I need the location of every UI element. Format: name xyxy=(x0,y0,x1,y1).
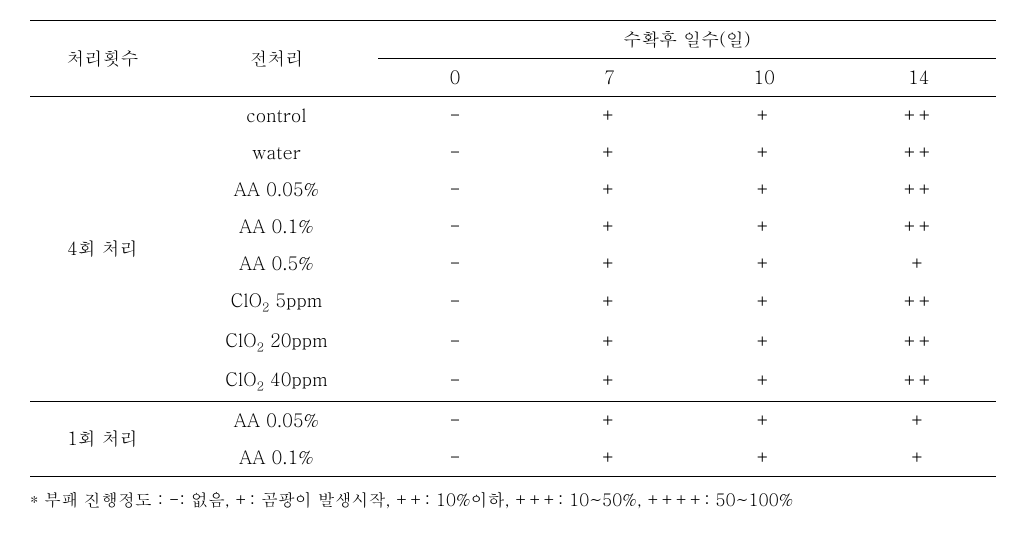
value-cell: + xyxy=(687,282,842,322)
value-cell: + xyxy=(532,134,687,171)
value-cell: + xyxy=(687,401,842,439)
value-cell: - xyxy=(378,245,533,282)
pretreatment-cell: AA 0.05% xyxy=(175,171,378,208)
header-treatment-count: 처리횟수 xyxy=(30,21,175,97)
header-day-3: 14 xyxy=(841,59,996,97)
pretreatment-cell: ClO2 40ppm xyxy=(175,361,378,401)
value-cell: + xyxy=(687,361,842,401)
value-cell: - xyxy=(378,282,533,322)
pretreatment-cell: AA 0.5% xyxy=(175,245,378,282)
pretreatment-cell: AA 0.05% xyxy=(175,401,378,439)
value-cell: ++ xyxy=(841,134,996,171)
pretreatment-cell: ClO2 20ppm xyxy=(175,322,378,362)
value-cell: + xyxy=(532,361,687,401)
value-cell: + xyxy=(532,282,687,322)
value-cell: ++ xyxy=(841,97,996,135)
value-cell: + xyxy=(687,171,842,208)
group-label: 4회 처리 xyxy=(30,97,175,402)
table-row: 4회 처리control-++++ xyxy=(30,97,996,135)
table-row: ClO2 20ppm-++++ xyxy=(30,322,996,362)
pretreatment-cell: water xyxy=(175,134,378,171)
group-label: 1회 처리 xyxy=(30,401,175,476)
value-cell: + xyxy=(532,245,687,282)
table-row: AA 0.05%-++++ xyxy=(30,171,996,208)
value-cell: - xyxy=(378,322,533,362)
value-cell: + xyxy=(532,171,687,208)
value-cell: ++ xyxy=(841,282,996,322)
table-row: 1회 처리AA 0.05%-+++ xyxy=(30,401,996,439)
decay-progress-table: 처리횟수 전처리 수확후 일수(일) 0 7 10 14 4회 처리contro… xyxy=(30,20,996,477)
value-cell: - xyxy=(378,439,533,477)
value-cell: + xyxy=(841,401,996,439)
value-cell: + xyxy=(687,134,842,171)
value-cell: + xyxy=(687,322,842,362)
value-cell: + xyxy=(841,439,996,477)
header-day-2: 10 xyxy=(687,59,842,97)
pretreatment-cell: AA 0.1% xyxy=(175,208,378,245)
value-cell: + xyxy=(687,245,842,282)
table-row: ClO2 40ppm-++++ xyxy=(30,361,996,401)
value-cell: + xyxy=(532,97,687,135)
value-cell: + xyxy=(532,401,687,439)
header-pretreatment: 전처리 xyxy=(175,21,378,97)
header-day-0: 0 xyxy=(378,59,533,97)
value-cell: + xyxy=(532,322,687,362)
pretreatment-cell: control xyxy=(175,97,378,135)
value-cell: - xyxy=(378,134,533,171)
table-row: ClO2 5ppm-++++ xyxy=(30,282,996,322)
value-cell: ++ xyxy=(841,171,996,208)
value-cell: - xyxy=(378,208,533,245)
pretreatment-cell: ClO2 5ppm xyxy=(175,282,378,322)
table-row: water-++++ xyxy=(30,134,996,171)
value-cell: + xyxy=(532,208,687,245)
value-cell: + xyxy=(841,245,996,282)
value-cell: + xyxy=(687,439,842,477)
value-cell: + xyxy=(532,439,687,477)
value-cell: - xyxy=(378,97,533,135)
value-cell: - xyxy=(378,361,533,401)
table-row: AA 0.1%-++++ xyxy=(30,208,996,245)
header-day-1: 7 xyxy=(532,59,687,97)
value-cell: - xyxy=(378,401,533,439)
value-cell: ++ xyxy=(841,361,996,401)
value-cell: ++ xyxy=(841,322,996,362)
value-cell: - xyxy=(378,171,533,208)
table-row: AA 0.5%-+++ xyxy=(30,245,996,282)
header-days-after-harvest: 수확후 일수(일) xyxy=(378,21,996,59)
pretreatment-cell: AA 0.1% xyxy=(175,439,378,477)
table-row: AA 0.1%-+++ xyxy=(30,439,996,477)
value-cell: + xyxy=(687,97,842,135)
value-cell: ++ xyxy=(841,208,996,245)
footnote-decay-legend: * 부패 진행정도 : -: 없음, +: 곰팡이 발생시작, ++: 10%이… xyxy=(30,487,996,511)
value-cell: + xyxy=(687,208,842,245)
